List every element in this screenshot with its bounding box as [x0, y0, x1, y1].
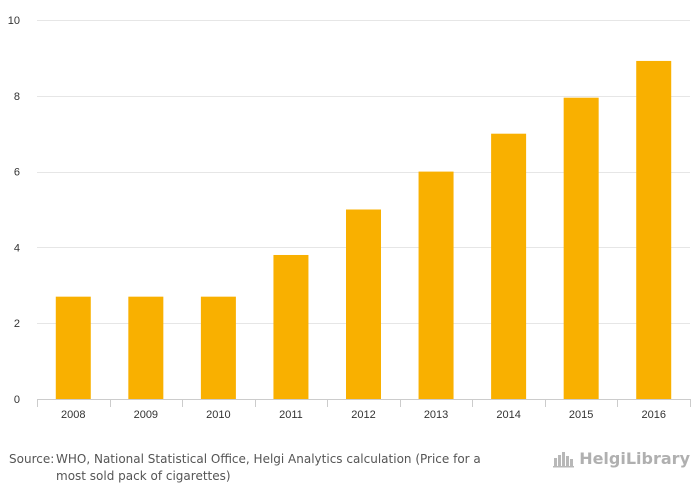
- x-tick-label: 2008: [61, 409, 85, 421]
- x-tick-label: 2015: [569, 409, 593, 421]
- y-tick-label: 4: [14, 242, 20, 254]
- y-tick-label: 10: [8, 15, 20, 27]
- x-tick-label: 2009: [134, 409, 158, 421]
- bar-2013: [418, 171, 454, 399]
- source-text: WHO, National Statistical Office, Helgi …: [56, 452, 481, 483]
- source-label: Source:: [9, 452, 55, 466]
- y-tick-label: 8: [14, 91, 20, 103]
- brand-name: HelgiLibrary: [579, 449, 690, 468]
- x-tick-label: 2013: [424, 409, 448, 421]
- bar-2009: [128, 296, 164, 399]
- bar-2010: [200, 296, 236, 399]
- y-tick-label: 0: [14, 394, 20, 406]
- y-tick-label: 2: [14, 318, 20, 330]
- bar-2008: [55, 296, 91, 399]
- brand-logo: HelgiLibrary: [553, 449, 690, 468]
- bar-2016: [636, 60, 672, 399]
- skyline-logo-icon: [553, 451, 575, 467]
- x-tick-label: 2011: [279, 409, 303, 421]
- source-note: Source: WHO, National Statistical Office,…: [9, 451, 529, 485]
- bar-2014: [491, 133, 527, 399]
- x-tick-label: 2014: [496, 409, 520, 421]
- bar-chart: 0 2 4 6 8 10 2008 2009 2010 2011 2012 2013 2014 2015 2…: [8, 15, 691, 421]
- x-tick-label: 2012: [351, 409, 375, 421]
- bars-layer: [55, 60, 672, 399]
- bar-2015: [563, 97, 599, 399]
- y-tick-label: 6: [14, 167, 20, 179]
- x-tick-label: 2010: [206, 409, 230, 421]
- x-tick-label: 2016: [641, 409, 665, 421]
- bar-2011: [273, 254, 309, 399]
- axis-layer: 0 2 4 6 8 10 2008 2009 2010 2011 2012 2013 2014 2015 2…: [8, 15, 691, 421]
- bar-2012: [346, 209, 381, 399]
